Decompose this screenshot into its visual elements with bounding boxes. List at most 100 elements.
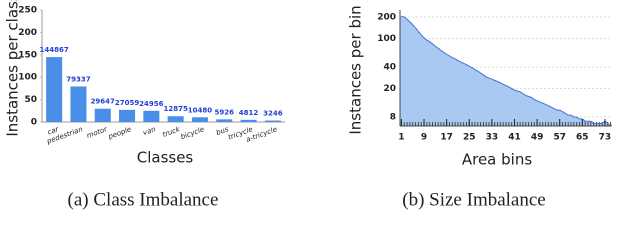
value-label: 4812 bbox=[239, 109, 259, 117]
value-label: 24956 bbox=[139, 100, 163, 108]
bin bbox=[527, 96, 531, 126]
y-tick-label: 50 bbox=[24, 95, 37, 105]
bin bbox=[445, 54, 449, 126]
caption: (a) Class Imbalance bbox=[68, 189, 219, 210]
bin bbox=[433, 46, 438, 126]
bin bbox=[456, 60, 460, 126]
bin bbox=[563, 113, 568, 126]
bar bbox=[240, 119, 257, 122]
bin bbox=[507, 87, 511, 126]
x-tick-label: 1 bbox=[398, 133, 404, 143]
bin bbox=[459, 61, 463, 126]
x-tick-label: 9 bbox=[421, 133, 427, 143]
bin bbox=[535, 100, 539, 126]
bin bbox=[549, 107, 553, 126]
bin bbox=[524, 95, 528, 126]
area-outline bbox=[401, 15, 611, 127]
bin bbox=[555, 110, 559, 126]
bin bbox=[479, 72, 483, 126]
bar bbox=[191, 117, 208, 122]
bin bbox=[510, 88, 514, 126]
bin bbox=[473, 69, 477, 126]
value-label: 29647 bbox=[91, 98, 115, 106]
y-axis-label: Instances per bin bbox=[347, 5, 365, 134]
bin bbox=[498, 82, 503, 126]
bin bbox=[515, 90, 520, 126]
caption: (b) Size Imbalance bbox=[402, 189, 545, 210]
x-tick-label: van bbox=[142, 125, 157, 137]
value-label: 5926 bbox=[215, 108, 235, 116]
x-tick-label: bus bbox=[215, 125, 230, 137]
bin bbox=[501, 84, 505, 126]
bar bbox=[264, 120, 281, 122]
bin bbox=[566, 115, 570, 126]
value-label: 144867 bbox=[40, 46, 69, 54]
bin bbox=[402, 16, 406, 126]
bin bbox=[490, 79, 494, 126]
y-tick-label: 20 bbox=[383, 84, 396, 94]
bin bbox=[467, 66, 471, 126]
y-tick-label: 8 bbox=[390, 113, 396, 123]
x-tick-label: truck bbox=[161, 125, 182, 139]
x-tick-label: bicycle bbox=[180, 125, 206, 141]
bin bbox=[450, 57, 455, 126]
bin bbox=[425, 40, 429, 127]
bin bbox=[414, 28, 418, 126]
bin bbox=[546, 105, 551, 126]
y-tick-label: 250 bbox=[18, 6, 37, 16]
bin bbox=[476, 71, 480, 126]
x-tick-label: 65 bbox=[576, 133, 589, 143]
bin bbox=[462, 63, 466, 126]
bin bbox=[470, 67, 474, 126]
x-tick-label: 33 bbox=[486, 133, 499, 143]
x-tick-label: 57 bbox=[553, 133, 566, 143]
bin bbox=[453, 58, 457, 127]
bin bbox=[513, 90, 517, 126]
x-tick-label: motor bbox=[86, 125, 110, 140]
bin bbox=[400, 16, 404, 127]
x-tick-label: car bbox=[46, 125, 60, 137]
bar bbox=[119, 109, 136, 122]
y-tick-label: 200 bbox=[377, 12, 396, 22]
bin bbox=[572, 117, 576, 126]
value-label: 12875 bbox=[163, 105, 187, 113]
bin bbox=[544, 104, 548, 126]
bin bbox=[481, 74, 486, 126]
y-tick-label: 40 bbox=[383, 62, 396, 72]
x-tick-label: 41 bbox=[508, 133, 521, 143]
y-tick-label: 100 bbox=[18, 73, 37, 83]
value-label: 27059 bbox=[115, 99, 139, 107]
bin bbox=[496, 81, 500, 126]
x-tick-label: 17 bbox=[440, 133, 453, 143]
x-axis-label: Classes bbox=[137, 149, 194, 167]
bin bbox=[408, 21, 412, 127]
bin bbox=[436, 48, 440, 126]
bin bbox=[521, 93, 525, 126]
figure: (a) Class Imbalance (b) Size Imbalance C… bbox=[4, 0, 612, 210]
bin bbox=[419, 34, 423, 126]
x-tick-label: 49 bbox=[531, 133, 544, 143]
bin bbox=[422, 37, 426, 126]
bin bbox=[518, 91, 522, 126]
bar bbox=[70, 86, 87, 122]
bin bbox=[448, 55, 452, 126]
bar bbox=[167, 116, 184, 122]
x-tick-label: 73 bbox=[599, 133, 612, 143]
bin bbox=[532, 99, 536, 126]
bin bbox=[411, 24, 415, 126]
bin bbox=[416, 31, 421, 126]
value-label: 3246 bbox=[263, 110, 283, 118]
bin bbox=[487, 78, 491, 126]
bin bbox=[431, 43, 435, 127]
bin bbox=[504, 85, 508, 126]
bin bbox=[538, 101, 542, 126]
bin bbox=[493, 80, 497, 126]
bin bbox=[569, 115, 573, 126]
bin bbox=[484, 76, 488, 126]
bar bbox=[216, 119, 233, 122]
bar bbox=[143, 110, 160, 122]
bar bbox=[46, 57, 63, 123]
bin bbox=[541, 103, 545, 126]
bar bbox=[94, 108, 111, 122]
bin bbox=[530, 97, 534, 126]
